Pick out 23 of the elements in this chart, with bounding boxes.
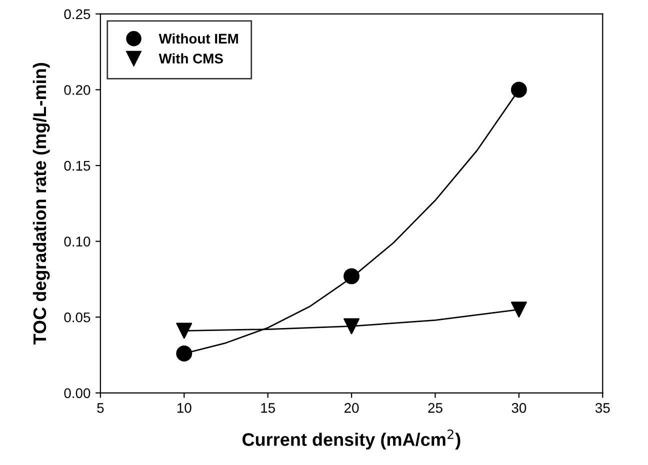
x-axis-title: Current density (mA/cm$^{2}$) [242, 429, 460, 450]
point [510, 302, 527, 318]
point [344, 268, 360, 284]
y-tick-label: 0.20 [64, 85, 90, 95]
x-tick-label: 15 [261, 403, 275, 413]
point [510, 82, 527, 98]
y-tick-label: 0.00 [64, 388, 90, 398]
y-tick-label: 0.15 [64, 160, 90, 171]
point [176, 322, 192, 339]
y-axis-title: TOC degradation rate (mg/L-min) [32, 63, 50, 345]
y-tick-label: 0.10 [64, 236, 90, 247]
x-tick-label: 10 [177, 403, 192, 413]
y-tick-label: 0.05 [64, 312, 90, 322]
x-tick-label: 35 [595, 403, 610, 413]
legend-label: Without IEM [158, 33, 238, 44]
y-tick-label: 0.25 [64, 9, 90, 20]
point [176, 346, 192, 362]
x-tick-label: 25 [428, 403, 442, 413]
x-tick-label: 30 [512, 403, 526, 413]
legend-label: With CMS [158, 53, 223, 64]
point [344, 318, 360, 334]
x-tick-label: 5 [97, 403, 104, 413]
x-tick-label: 20 [344, 403, 359, 413]
